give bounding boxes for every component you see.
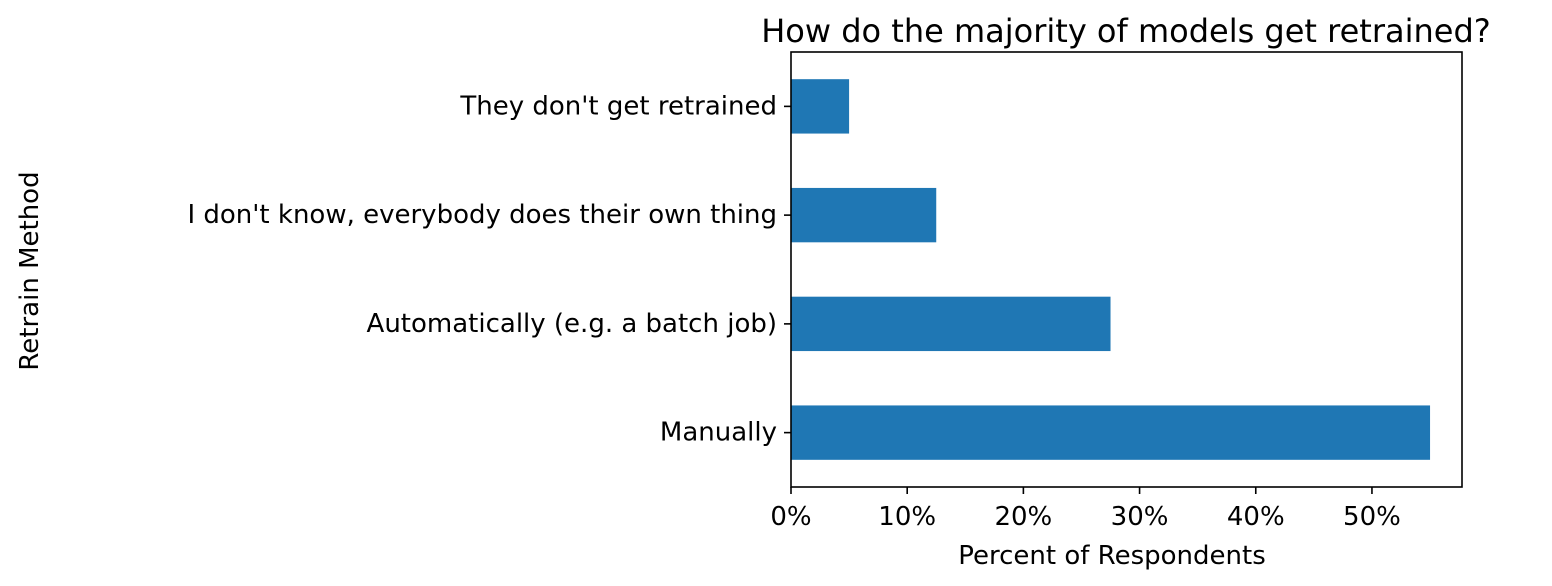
y-tick-label: I don't know, everybody does their own t… bbox=[187, 200, 777, 230]
x-tick-label: 10% bbox=[878, 502, 936, 532]
bar-1 bbox=[791, 296, 1111, 352]
x-tick-label: 0% bbox=[770, 502, 811, 532]
x-tick-label: 30% bbox=[1111, 502, 1169, 532]
bar-3 bbox=[791, 79, 850, 134]
bars-group bbox=[791, 79, 1431, 460]
y-axis-label: Retrain Method bbox=[15, 171, 45, 370]
y-tick-label: Automatically (e.g. a batch job) bbox=[367, 309, 777, 339]
plot-frame bbox=[790, 51, 1463, 488]
x-axis-ticks: 0% 10% 20% 30% 40% 50% bbox=[770, 487, 1401, 532]
bar-0 bbox=[791, 405, 1431, 460]
bar-2 bbox=[791, 187, 937, 243]
y-tick-label: They don't get retrained bbox=[459, 91, 777, 121]
x-axis-label: Percent of Respondents bbox=[958, 541, 1265, 571]
y-tick-label: Manually bbox=[660, 418, 777, 448]
chart-title: How do the majority of models get retrai… bbox=[761, 12, 1491, 50]
x-tick-label: 40% bbox=[1227, 502, 1285, 532]
x-tick-label: 20% bbox=[994, 502, 1052, 532]
x-tick-label: 50% bbox=[1343, 502, 1401, 532]
y-axis-ticks: Manually Automatically (e.g. a batch job)… bbox=[187, 91, 791, 448]
